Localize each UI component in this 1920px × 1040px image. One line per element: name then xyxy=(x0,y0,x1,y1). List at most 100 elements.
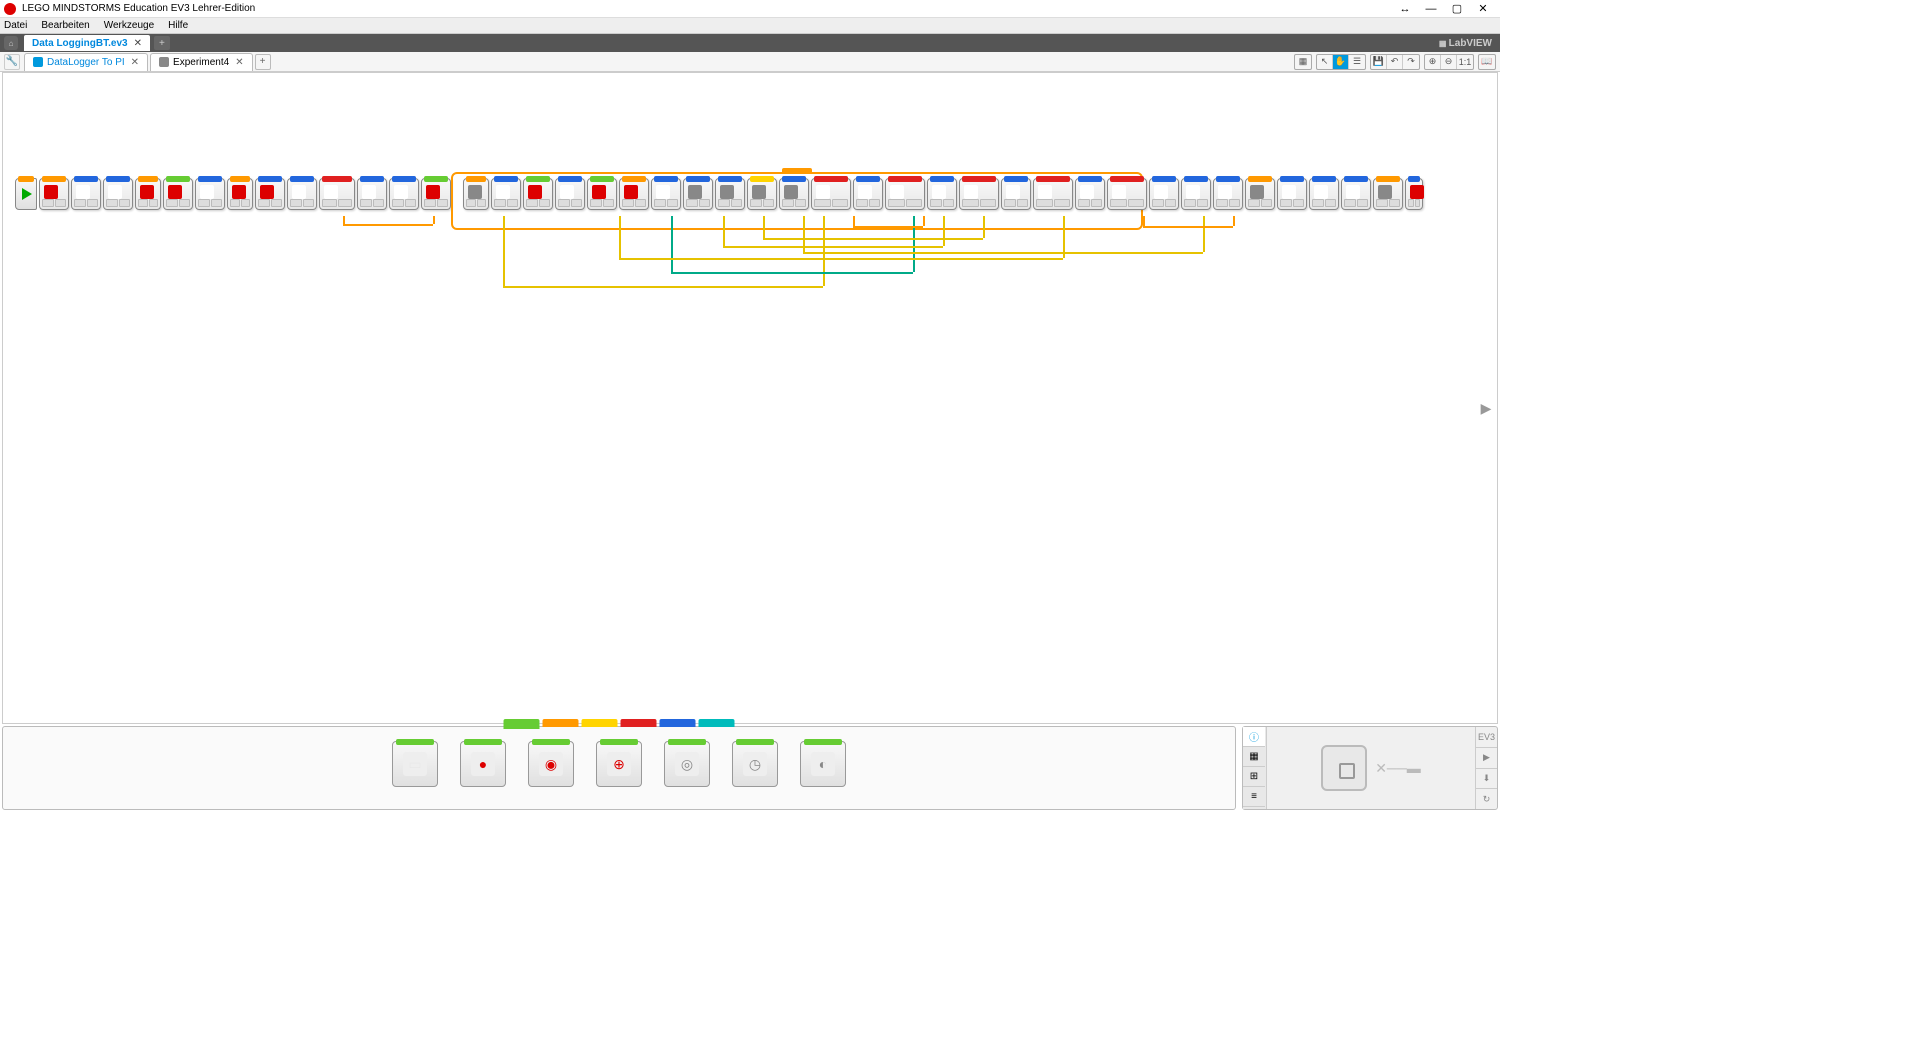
doc-tab-1[interactable]: Experiment4✕ xyxy=(150,53,253,71)
menu-werkzeuge[interactable]: Werkzeuge xyxy=(104,20,154,31)
program-block[interactable] xyxy=(651,178,681,210)
program-block[interactable] xyxy=(1245,178,1275,210)
start-block[interactable] xyxy=(15,178,37,210)
program-block[interactable] xyxy=(463,178,489,210)
program-block[interactable] xyxy=(779,178,809,210)
palette-block-0[interactable]: ▭ xyxy=(392,741,438,787)
program-block[interactable] xyxy=(1277,178,1307,210)
program-block[interactable] xyxy=(1107,178,1147,210)
program-block[interactable] xyxy=(885,178,925,210)
program-block[interactable] xyxy=(927,178,957,210)
hw-side-button-0[interactable]: ⓘ xyxy=(1243,727,1265,747)
program-block[interactable] xyxy=(1149,178,1179,210)
hw-side-button-2[interactable]: ⊞ xyxy=(1243,767,1265,787)
toolbar-button[interactable]: ↖ xyxy=(1317,55,1333,69)
palette-tab-yellow[interactable] xyxy=(582,719,618,727)
palette-tab-teal[interactable] xyxy=(699,719,735,727)
hw-side-button-1[interactable]: ▦ xyxy=(1243,747,1265,767)
canvas[interactable]: ▶ xyxy=(2,72,1498,724)
palette-block-5[interactable]: ◷ xyxy=(732,741,778,787)
maximize-button[interactable]: ▢ xyxy=(1444,1,1470,17)
program-block[interactable] xyxy=(227,178,253,210)
hw-right-button-3[interactable]: ↻ xyxy=(1476,789,1497,809)
toolbar-button[interactable]: ✋ xyxy=(1333,55,1349,69)
palette-tabs xyxy=(504,719,735,729)
brick-icon[interactable] xyxy=(1321,745,1367,791)
program-block[interactable] xyxy=(523,178,553,210)
menu-hilfe[interactable]: Hilfe xyxy=(168,20,188,31)
palette-tab-blue[interactable] xyxy=(660,719,696,727)
hw-right-button-0[interactable]: EV3 xyxy=(1476,727,1497,748)
program-block[interactable] xyxy=(319,178,355,210)
palette-block-4[interactable]: ◎ xyxy=(664,741,710,787)
toolbar-button[interactable]: ▦ xyxy=(1295,55,1311,69)
palette-block-2[interactable]: ◉ xyxy=(528,741,574,787)
palette-tab-orange[interactable] xyxy=(543,719,579,727)
program-block[interactable] xyxy=(715,178,745,210)
hw-side-button-3[interactable]: ≡ xyxy=(1243,787,1265,807)
add-project-button[interactable]: + xyxy=(154,36,170,50)
program-block[interactable] xyxy=(71,178,101,210)
program-block[interactable] xyxy=(1405,178,1423,210)
toolbar-button[interactable]: ↷ xyxy=(1403,55,1419,69)
hw-right-button-1[interactable]: ▶ xyxy=(1476,748,1497,769)
palette-block-1[interactable]: ● xyxy=(460,741,506,787)
program-block[interactable] xyxy=(1341,178,1371,210)
program-block[interactable] xyxy=(1373,178,1403,210)
program-block[interactable] xyxy=(747,178,777,210)
program-block[interactable] xyxy=(39,178,69,210)
menu-bearbeiten[interactable]: Bearbeiten xyxy=(41,20,89,31)
doc-tab-0[interactable]: DataLogger To PI✕ xyxy=(24,53,148,71)
program-block[interactable] xyxy=(853,178,883,210)
toolbar-button[interactable]: ↶ xyxy=(1387,55,1403,69)
program-block[interactable] xyxy=(1033,178,1073,210)
toolbar-button[interactable]: 📖 xyxy=(1479,55,1495,69)
home-icon[interactable]: ⌂ xyxy=(4,36,18,50)
program-block[interactable] xyxy=(389,178,419,210)
program-block[interactable] xyxy=(255,178,285,210)
toolbar-button[interactable]: ⊕ xyxy=(1425,55,1441,69)
program-block[interactable] xyxy=(1181,178,1211,210)
program-block[interactable] xyxy=(1213,178,1243,210)
data-wire xyxy=(1143,226,1233,228)
toolbar-button[interactable]: ⊖ xyxy=(1441,55,1457,69)
toolbar-button[interactable]: ☰ xyxy=(1349,55,1365,69)
palette-tab-red[interactable] xyxy=(621,719,657,727)
program-block[interactable] xyxy=(811,178,851,210)
program-block[interactable] xyxy=(287,178,317,210)
palette-block-3[interactable]: ⊕ xyxy=(596,741,642,787)
menu-datei[interactable]: Datei xyxy=(4,20,27,31)
add-document-button[interactable]: + xyxy=(255,54,271,70)
program-block[interactable] xyxy=(1309,178,1339,210)
hw-right-button-2[interactable]: ⬇ xyxy=(1476,769,1497,790)
program-block[interactable] xyxy=(587,178,617,210)
resize-icon[interactable]: ↔ xyxy=(1392,1,1418,17)
program-block[interactable] xyxy=(357,178,387,210)
program-block[interactable] xyxy=(195,178,225,210)
close-icon[interactable]: ✕ xyxy=(131,57,139,68)
program-block[interactable] xyxy=(959,178,999,210)
project-settings-button[interactable]: 🔧 xyxy=(4,54,20,70)
palette-block-6[interactable]: ◐ xyxy=(800,741,846,787)
toolbar-button[interactable]: 💾 xyxy=(1371,55,1387,69)
scroll-right-button[interactable]: ▶ xyxy=(1479,398,1493,418)
program-block[interactable] xyxy=(1075,178,1105,210)
toolbar-button[interactable]: 1:1 xyxy=(1457,55,1473,69)
data-wire xyxy=(503,216,505,286)
program-block[interactable] xyxy=(163,178,193,210)
program-block[interactable] xyxy=(555,178,585,210)
close-icon[interactable]: ✕ xyxy=(235,57,243,68)
close-icon[interactable]: ✕ xyxy=(134,38,142,49)
program-block[interactable] xyxy=(683,178,713,210)
program-block[interactable] xyxy=(1001,178,1031,210)
program-block[interactable] xyxy=(103,178,133,210)
program-block[interactable] xyxy=(491,178,521,210)
program-block[interactable] xyxy=(135,178,161,210)
minimize-button[interactable]: — xyxy=(1418,1,1444,17)
close-button[interactable]: ✕ xyxy=(1470,1,1496,17)
toolbar-group-0: ▦ xyxy=(1294,54,1312,70)
palette-tab-green[interactable] xyxy=(504,719,540,729)
program-block[interactable] xyxy=(619,178,649,210)
program-block[interactable] xyxy=(421,178,451,210)
project-tab-active[interactable]: Data LoggingBT.ev3 ✕ xyxy=(24,35,150,51)
